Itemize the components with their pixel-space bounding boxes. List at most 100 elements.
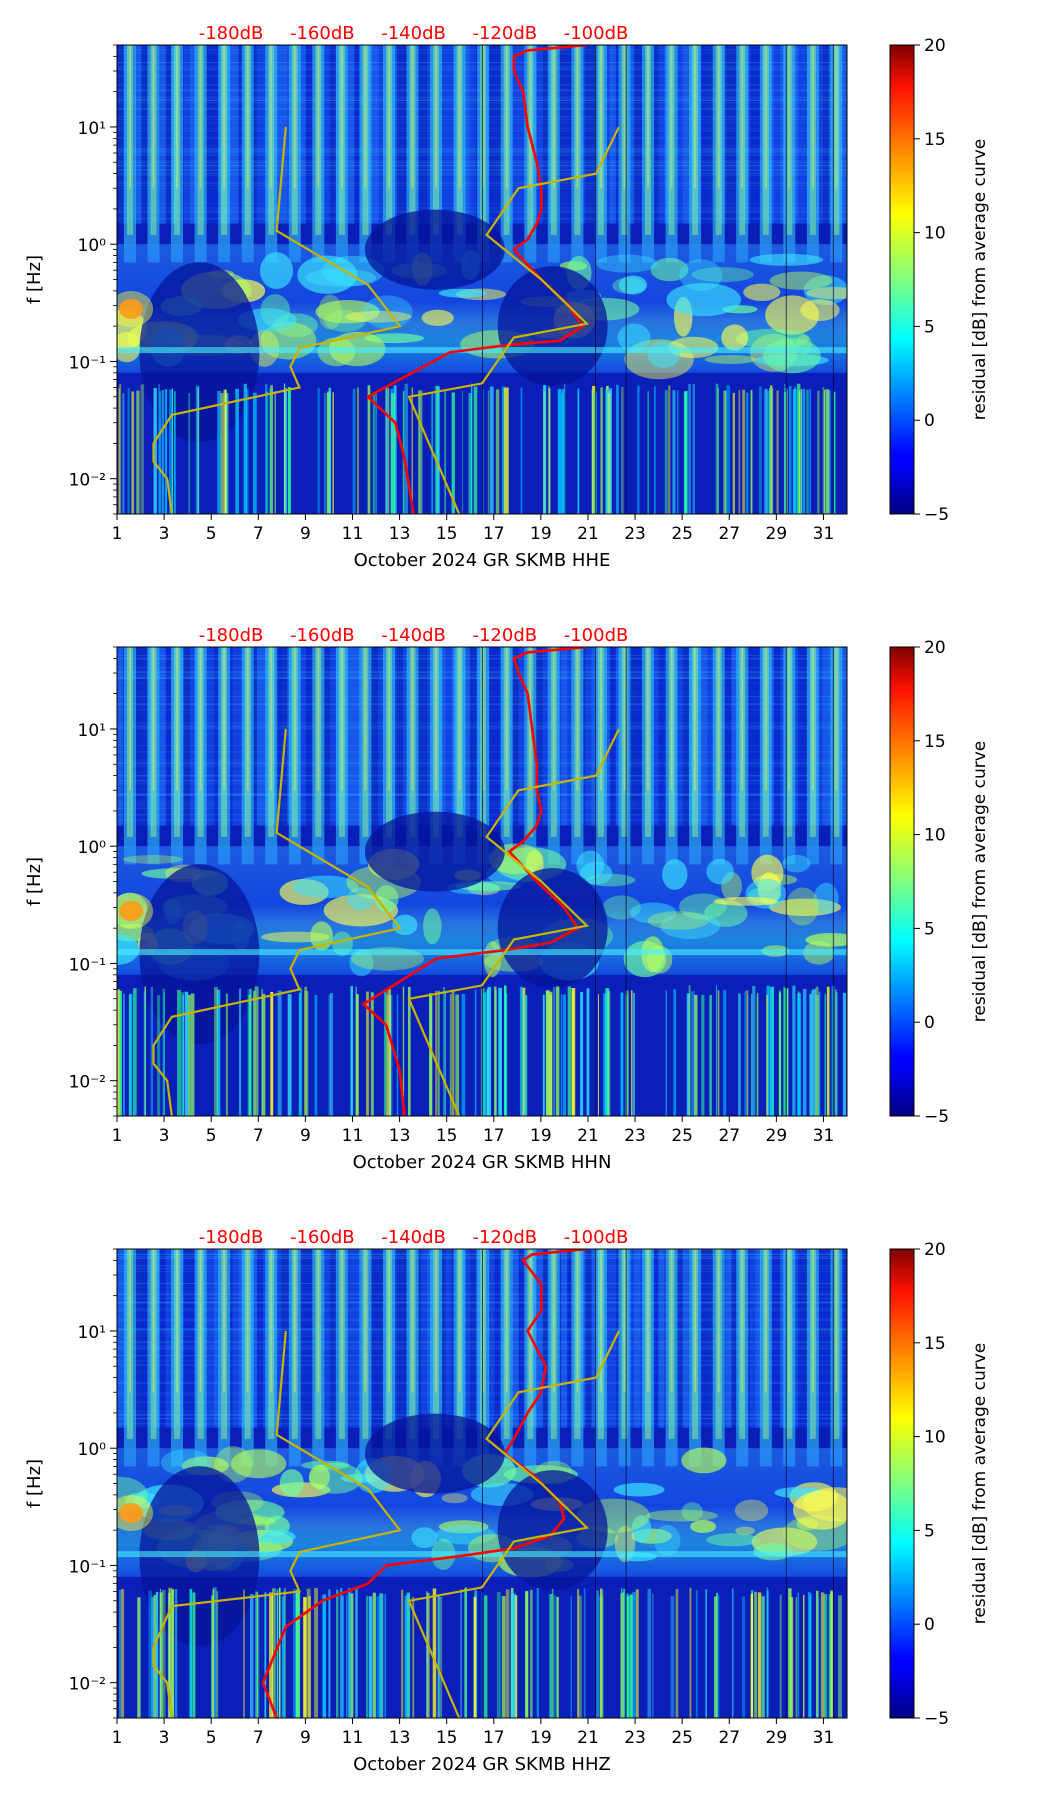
db-scale-label: -180dB bbox=[199, 1227, 264, 1248]
x-tick-label: 1 bbox=[112, 524, 123, 544]
db-scale-label: -120dB bbox=[472, 625, 537, 646]
db-scale-label: -100dB bbox=[564, 1227, 629, 1248]
noise-model-curve-1 bbox=[152, 728, 402, 1116]
x-tick-label: 5 bbox=[206, 1126, 217, 1146]
x-tick-label: 23 bbox=[624, 524, 646, 544]
db-scale-label: -100dB bbox=[564, 23, 629, 44]
colorbar-tick-label: −5 bbox=[924, 1107, 949, 1127]
x-tick-label: 25 bbox=[671, 1728, 693, 1748]
psd-curve bbox=[261, 1249, 588, 1718]
colorbar: 20 15 10 5 0 −5 residual [dB] from average cur… bbox=[889, 36, 990, 525]
x-tick-label: 13 bbox=[389, 1126, 411, 1146]
y-axis-label: f [Hz] bbox=[24, 1459, 45, 1508]
colorbar-tick-label: −5 bbox=[924, 1709, 949, 1729]
x-tick-label: 3 bbox=[159, 524, 170, 544]
x-tick-label: 5 bbox=[206, 1728, 217, 1748]
db-scale-label: -160dB bbox=[290, 23, 355, 44]
x-tick-label: 27 bbox=[718, 1126, 740, 1146]
colorbar-tick-label: 20 bbox=[924, 36, 946, 56]
colorbar-tick-label: 15 bbox=[924, 1334, 946, 1354]
colorbar-tick-label: 10 bbox=[924, 1428, 946, 1448]
spectrogram-image bbox=[117, 647, 847, 1116]
x-axis-label: October 2024 GR SKMB HHE bbox=[354, 550, 611, 571]
y-tick-label: 10⁻² bbox=[69, 471, 106, 491]
y-tick-label: 10⁻² bbox=[69, 1073, 106, 1093]
colorbar-label: residual [dB] from average curve bbox=[970, 741, 990, 1022]
y-axis: 10⁻² 10⁻¹ 10⁰ 10¹ bbox=[69, 44, 117, 515]
y-tick-label: 10⁻¹ bbox=[69, 1557, 106, 1577]
colorbar-tick-label: 5 bbox=[924, 919, 935, 939]
db-scale-label: -140dB bbox=[381, 625, 446, 646]
x-tick-label: 5 bbox=[206, 524, 217, 544]
colorbar: 20 15 10 5 0 −5 residual [dB] from average cur… bbox=[889, 638, 990, 1127]
x-tick-label: 9 bbox=[300, 1126, 311, 1146]
colorbar-tick-label: 5 bbox=[924, 1521, 935, 1541]
y-axis: 10⁻² 10⁻¹ 10⁰ 10¹ bbox=[69, 646, 117, 1117]
y-axis-label: f [Hz] bbox=[24, 255, 45, 304]
colorbar-tick-label: 15 bbox=[924, 130, 946, 150]
noise-model-curve-2 bbox=[407, 728, 620, 1116]
db-scale-label: -120dB bbox=[472, 23, 537, 44]
x-tick-label: 29 bbox=[766, 1728, 788, 1748]
x-tick-label: 23 bbox=[624, 1728, 646, 1748]
x-tick-label: 19 bbox=[530, 524, 552, 544]
noise-model-curve-2 bbox=[407, 1330, 620, 1718]
x-tick-label: 3 bbox=[159, 1126, 170, 1146]
x-tick-label: 1 bbox=[112, 1728, 123, 1748]
colorbar-tick-label: 10 bbox=[924, 224, 946, 244]
x-tick-label: 13 bbox=[389, 524, 411, 544]
x-tick-label: 21 bbox=[577, 1728, 599, 1748]
db-scale-label: -180dB bbox=[199, 625, 264, 646]
x-tick-label: 21 bbox=[577, 1126, 599, 1146]
x-tick-label: 23 bbox=[624, 1126, 646, 1146]
y-tick-label: 10⁰ bbox=[78, 838, 107, 858]
db-scale-labels: -180dB -160dB -140dB -120dB -100dB bbox=[199, 23, 629, 44]
db-scale-label: -140dB bbox=[381, 23, 446, 44]
y-tick-label: 10¹ bbox=[78, 1323, 106, 1343]
x-tick-label: 13 bbox=[389, 1728, 411, 1748]
x-tick-label: 25 bbox=[671, 1126, 693, 1146]
noise-model-curve-1 bbox=[152, 1330, 402, 1718]
y-tick-label: 10⁰ bbox=[78, 1440, 107, 1460]
x-tick-label: 31 bbox=[813, 1728, 835, 1748]
x-tick-label: 11 bbox=[342, 1728, 364, 1748]
db-scale-label: -100dB bbox=[564, 625, 629, 646]
db-scale-label: -120dB bbox=[472, 1227, 537, 1248]
y-tick-label: 10⁻² bbox=[69, 1675, 106, 1695]
db-scale-label: -140dB bbox=[381, 1227, 446, 1248]
psd-curve bbox=[361, 647, 588, 1116]
x-axis: 1 3 5 7 9 11 13 15 17 19 21 23 25 27 29 31 bbox=[112, 1718, 835, 1748]
colorbar-tick-label: −5 bbox=[924, 505, 949, 525]
x-tick-label: 17 bbox=[483, 524, 505, 544]
spectrogram-image bbox=[117, 1249, 847, 1718]
x-tick-label: 3 bbox=[159, 1728, 170, 1748]
db-scale-label: -180dB bbox=[199, 23, 264, 44]
x-axis: 1 3 5 7 9 11 13 15 17 19 21 23 25 27 29 31 bbox=[112, 1116, 834, 1146]
colorbar-tick-label: 15 bbox=[924, 732, 946, 752]
db-scale-label: -160dB bbox=[290, 625, 355, 646]
colorbar-tick-label: 20 bbox=[924, 1240, 946, 1260]
colorbar-label: residual [dB] from average curve bbox=[970, 1343, 990, 1624]
noise-model-curve-2 bbox=[407, 126, 620, 514]
x-tick-label: 31 bbox=[813, 524, 835, 544]
x-tick-label: 17 bbox=[483, 1126, 505, 1146]
x-tick-label: 19 bbox=[530, 1126, 552, 1146]
colorbar: 20 15 10 5 0 −5 residual [dB] from average cur… bbox=[889, 1240, 990, 1729]
x-axis: 1 3 5 7 9 11 13 15 17 19 21 23 25 27 29 31 bbox=[112, 514, 835, 544]
x-axis-label: October 2024 GR SKMB HHN bbox=[353, 1152, 612, 1173]
colorbar-label: residual [dB] from average curve bbox=[970, 139, 990, 420]
x-tick-label: 21 bbox=[577, 524, 599, 544]
x-tick-label: 17 bbox=[483, 1728, 505, 1748]
x-tick-label: 9 bbox=[300, 1728, 311, 1748]
db-scale-labels: -180dB -160dB -140dB -120dB -100dB bbox=[199, 1227, 629, 1248]
colorbar-tick-label: 5 bbox=[924, 317, 935, 337]
spectrogram-image bbox=[117, 45, 847, 514]
x-tick-label: 15 bbox=[436, 524, 458, 544]
db-scale-label: -160dB bbox=[290, 1227, 355, 1248]
x-tick-label: 15 bbox=[436, 1126, 458, 1146]
colorbar-tick-label: 0 bbox=[924, 1615, 935, 1635]
x-axis-label: October 2024 GR SKMB HHZ bbox=[353, 1754, 611, 1775]
